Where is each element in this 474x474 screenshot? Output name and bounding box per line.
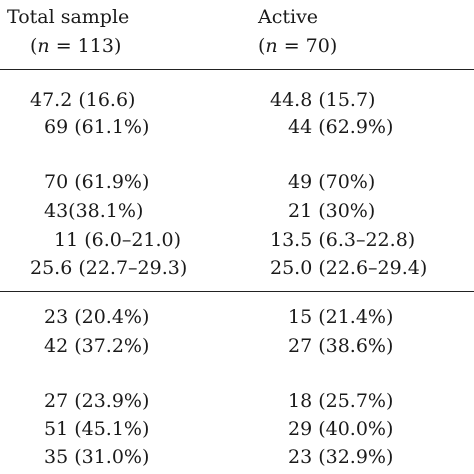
header-total-title: Total sample — [7, 6, 130, 28]
cell-total: 69 (61.1%) — [44, 116, 150, 138]
cell-active: 13.5 (6.3–22.8) — [270, 229, 416, 251]
cell-total: 25.6 (22.7–29.3) — [30, 257, 188, 279]
cell-total: 11 (6.0–21.0) — [54, 229, 182, 251]
cell-total: 70 (61.9%) — [44, 171, 150, 193]
n-symbol: n — [37, 35, 50, 57]
cell-total: 42 (37.2%) — [44, 335, 150, 357]
cell-total: 51 (45.1%) — [44, 418, 150, 440]
cell-active: 21 (30%) — [288, 200, 376, 222]
cell-total: 47.2 (16.6) — [30, 89, 136, 111]
cell-active: 15 (21.4%) — [288, 306, 394, 328]
header-active-n: (n = 70) — [258, 35, 338, 57]
cell-total: 23 (20.4%) — [44, 306, 150, 328]
cell-active: 44.8 (15.7) — [270, 89, 376, 111]
cell-total: 35 (31.0%) — [44, 446, 150, 468]
header-active-title: Active — [258, 6, 319, 28]
header-rule — [0, 69, 474, 70]
header-total-n: (n = 113) — [30, 35, 122, 57]
cell-active: 23 (32.9%) — [288, 446, 394, 468]
cell-active: 44 (62.9%) — [288, 116, 394, 138]
section-rule — [0, 291, 474, 292]
cell-active: 49 (70%) — [288, 171, 376, 193]
cell-active: 25.0 (22.6–29.4) — [270, 257, 428, 279]
cell-active: 29 (40.0%) — [288, 418, 394, 440]
cell-active: 27 (38.6%) — [288, 335, 394, 357]
cell-total: 43(38.1%) — [44, 200, 144, 222]
cell-total: 27 (23.9%) — [44, 390, 150, 412]
cell-active: 18 (25.7%) — [288, 390, 394, 412]
n-symbol: n — [265, 35, 278, 57]
